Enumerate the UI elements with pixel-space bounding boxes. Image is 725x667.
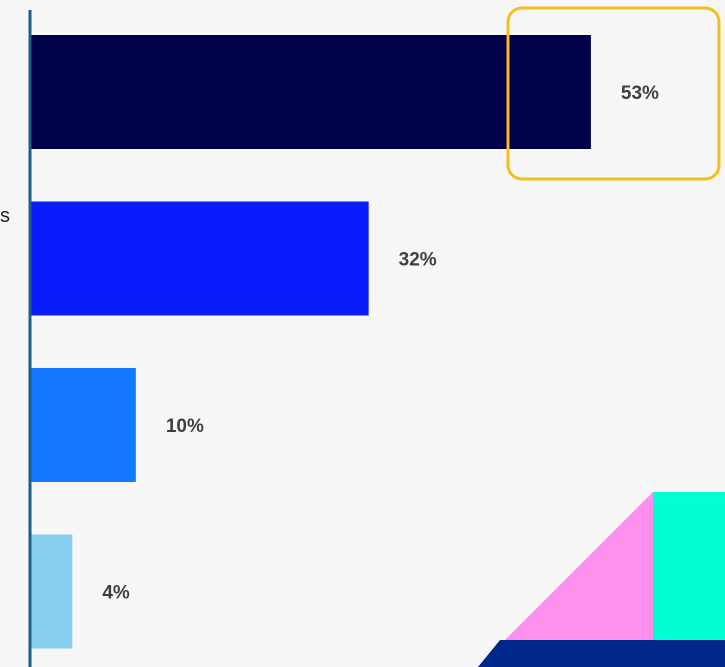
decoration-pink-triangle [505,492,653,640]
bar-value-label-2: 32% [399,250,437,271]
bar-2 [30,201,369,316]
bar-3 [30,368,136,482]
value-labels-group: 53% 32% 10% 4% [102,83,659,604]
decoration-navy-band [478,640,725,667]
bars-group [30,35,591,649]
highlight-box [506,6,721,181]
bar-4 [30,534,73,649]
cropped-category-label: s [0,205,10,227]
bar-value-label-4: 4% [102,583,130,604]
bar-1 [30,35,591,149]
corner-decoration [478,492,725,667]
bar-value-label-1: 53% [621,83,659,104]
decoration-teal-block [653,492,725,640]
bar-value-label-3: 10% [166,416,204,437]
